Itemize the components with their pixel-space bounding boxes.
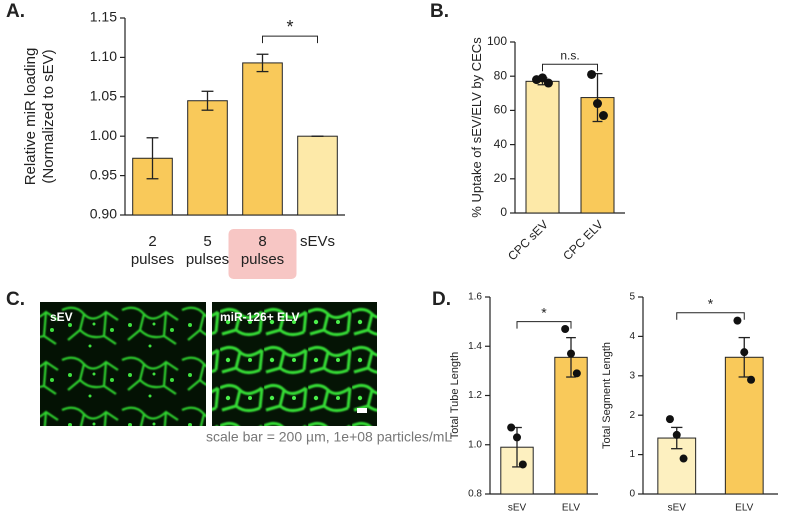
- x-tick-label: CPC ELV: [560, 217, 606, 263]
- x-tick-label-line: pulses: [186, 251, 229, 268]
- x-tick-label-line: pulses: [241, 251, 284, 268]
- data-point: [518, 460, 527, 469]
- data-point: [598, 111, 608, 121]
- bar: [187, 100, 228, 216]
- significance-bracket: [516, 321, 572, 329]
- data-point: [665, 415, 674, 424]
- y-axis-label: % Uptake of sEV/ELV by CECs: [469, 37, 484, 218]
- y-tick-label: 2: [629, 410, 635, 421]
- error-bar: [146, 137, 159, 180]
- y-tick-label: 0.90: [90, 206, 117, 222]
- significance-bracket: [676, 312, 745, 320]
- image-label: miR-126+ ELV: [220, 310, 299, 324]
- y-tick-label: 0: [629, 489, 635, 500]
- y-tick-label: 0: [500, 205, 507, 219]
- x-tick-label: sEV: [668, 503, 687, 512]
- bar: [297, 135, 338, 216]
- y-tick-label: 1.00: [90, 127, 117, 143]
- data-point: [672, 430, 681, 439]
- y-tick-label: 60: [494, 103, 508, 117]
- x-tick-label: sEVs: [300, 233, 335, 250]
- y-tick-label: 20: [494, 171, 508, 185]
- bar: [242, 62, 283, 216]
- panel-label: C.: [6, 289, 25, 310]
- scale-bar: [357, 408, 367, 413]
- y-tick-label: 1.05: [90, 88, 117, 104]
- y-tick-label: 1: [629, 449, 635, 460]
- x-tick-label-line: 8: [258, 233, 266, 250]
- y-tick-label: 1.2: [468, 390, 482, 401]
- data-point: [543, 78, 553, 88]
- y-tick-label: 1.10: [90, 48, 117, 64]
- y-axis-label-line: Total Segment Length: [601, 342, 613, 449]
- micrograph-elv: [212, 302, 377, 426]
- y-tick-label: 80: [494, 68, 508, 82]
- significance-label: *: [708, 295, 714, 311]
- data-point: [740, 348, 749, 357]
- y-axis-label: Relative miR loading(Normalized to sEV): [22, 48, 57, 186]
- y-tick-label: 1.6: [468, 292, 482, 303]
- data-point: [513, 433, 521, 442]
- y-tick-label: 1.15: [90, 9, 117, 25]
- x-tick-label-line: 2: [148, 233, 156, 250]
- data-point: [587, 69, 597, 79]
- y-axis-label-line: Relative miR loading: [22, 48, 39, 186]
- x-tick-label-line: 5: [203, 233, 211, 250]
- y-tick-label: 0.95: [90, 166, 117, 182]
- significance-label: n.s.: [560, 48, 579, 62]
- x-tick-label: ELV: [562, 503, 580, 512]
- data-point: [593, 99, 602, 109]
- x-tick-label-line: sEVs: [300, 233, 335, 250]
- data-point: [679, 454, 688, 463]
- error-bar: [256, 53, 269, 73]
- x-tick-label: sEV: [508, 503, 527, 512]
- y-tick-label: 1.0: [468, 439, 482, 450]
- bar: [525, 80, 560, 214]
- y-axis-label-line: Total Tube Length: [449, 352, 461, 439]
- data-point: [567, 349, 575, 358]
- significance-label: *: [541, 304, 547, 320]
- y-tick-label: 1.4: [468, 341, 482, 352]
- panel-label: D.: [432, 289, 451, 310]
- x-tick-label: ELV: [735, 503, 753, 512]
- significance-bracket: [262, 35, 318, 44]
- data-point: [733, 316, 742, 325]
- x-tick-label-line: pulses: [131, 251, 174, 268]
- y-tick-label: 3: [629, 370, 635, 381]
- data-point: [507, 423, 516, 432]
- y-tick-label: 40: [494, 137, 508, 151]
- y-tick-label: 0.8: [468, 489, 482, 500]
- caption: scale bar = 200 µm, 1e+08 particles/mL: [206, 429, 452, 445]
- image-label: sEV: [50, 310, 73, 324]
- bar: [724, 356, 764, 495]
- data-point: [572, 369, 581, 378]
- data-point: [561, 325, 570, 334]
- data-point: [747, 375, 756, 384]
- error-bar: [201, 90, 214, 111]
- micrograph-sev: [40, 302, 206, 426]
- error-bar: [738, 336, 750, 378]
- y-tick-label: 5: [629, 292, 635, 303]
- y-tick-label: 4: [629, 331, 635, 342]
- data-point: [538, 73, 547, 83]
- x-tick-label: 2 pulses: [131, 233, 174, 268]
- panel-label: B.: [430, 1, 449, 22]
- highlight: [228, 229, 297, 279]
- panel-label: A.: [6, 1, 25, 22]
- y-axis-label-line: % Uptake of sEV/ELV by CECs: [469, 37, 484, 218]
- y-axis-label: Total Segment Length: [601, 342, 613, 449]
- y-axis-label-line: (Normalized to sEV): [40, 49, 57, 183]
- y-axis-label: Total Tube Length: [449, 352, 461, 439]
- x-tick-label: CPC sEV: [505, 217, 551, 263]
- significance-label: *: [286, 17, 293, 37]
- bar: [554, 356, 588, 495]
- y-tick-label: 100: [487, 34, 507, 48]
- x-tick-label: 8 pulses: [241, 233, 284, 268]
- x-tick-label: 5 pulses: [186, 233, 229, 268]
- significance-bracket: [542, 63, 598, 72]
